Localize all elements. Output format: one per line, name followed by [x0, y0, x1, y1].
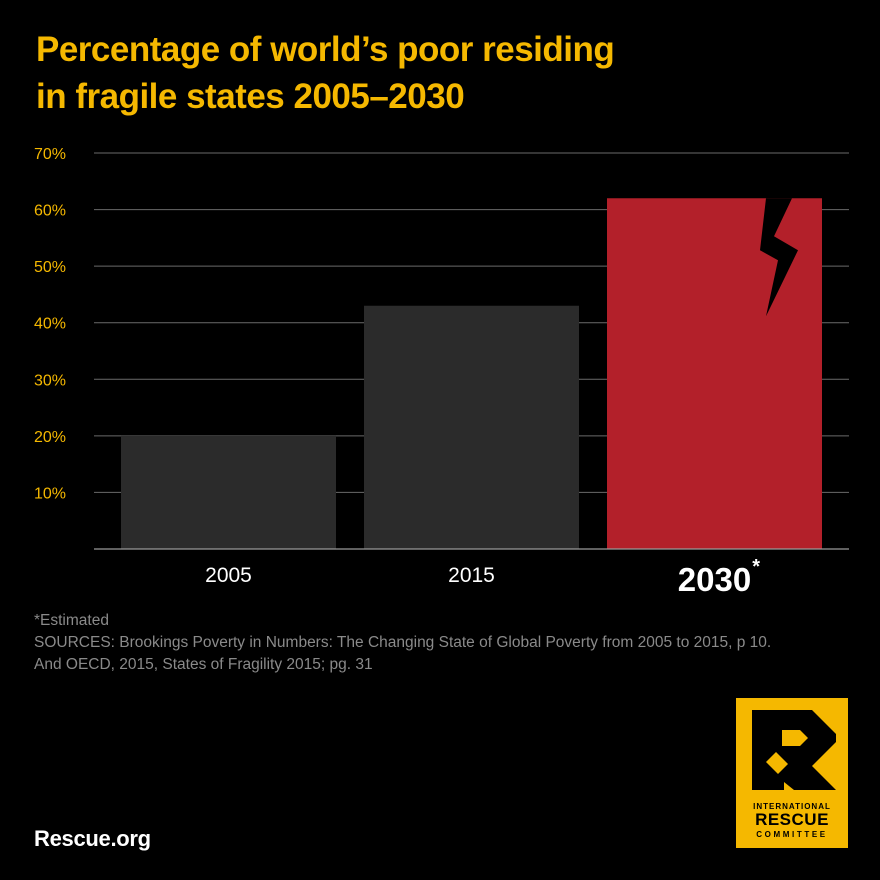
sources-line-2: And OECD, 2015, States of Fragility 2015…	[34, 656, 373, 673]
x-tick-label: 2005	[205, 564, 252, 587]
lightning-bolt-icon	[760, 198, 798, 317]
sources-line-1: SOURCES: Brookings Poverty in Numbers: T…	[34, 634, 772, 651]
y-tick-label: 50%	[34, 259, 66, 276]
bar-2015	[364, 305, 579, 549]
irc-logo[interactable]: INTERNATIONAL RESCUE COMMITTEE	[736, 698, 848, 848]
irc-logo-line-3: COMMITTEE	[756, 830, 828, 839]
chart-title-line-2: in fragile states 2005–2030	[36, 77, 465, 116]
y-tick-label: 30%	[34, 372, 66, 389]
y-tick-label: 60%	[34, 203, 66, 220]
estimate-asterisk: *	[752, 556, 760, 578]
estimated-note: *Estimated	[34, 612, 109, 629]
irc-logo-mark-icon	[752, 710, 836, 790]
y-tick-label: 10%	[34, 485, 66, 502]
x-tick-label: 2015	[448, 564, 495, 587]
y-tick-label: 40%	[34, 316, 66, 333]
chart-notes: *Estimated SOURCES: Brookings Poverty in…	[34, 610, 771, 676]
chart-title: Percentage of world’s poor residing in f…	[36, 26, 836, 120]
y-tick-label: 70%	[34, 146, 66, 163]
site-link[interactable]: Rescue.org	[34, 826, 151, 851]
x-tick-label: 2030	[678, 561, 751, 598]
y-tick-label: 20%	[34, 429, 66, 446]
bar-2005	[121, 435, 336, 549]
bar-chart: 10% 20% 30% 40% 50% 60% 70% 2005 2015 2030 *	[34, 146, 849, 598]
irc-logo-line-1: INTERNATIONAL	[753, 802, 831, 811]
irc-logo-line-2: RESCUE	[755, 810, 829, 829]
chart-title-line-1: Percentage of world’s poor residing	[36, 30, 615, 69]
